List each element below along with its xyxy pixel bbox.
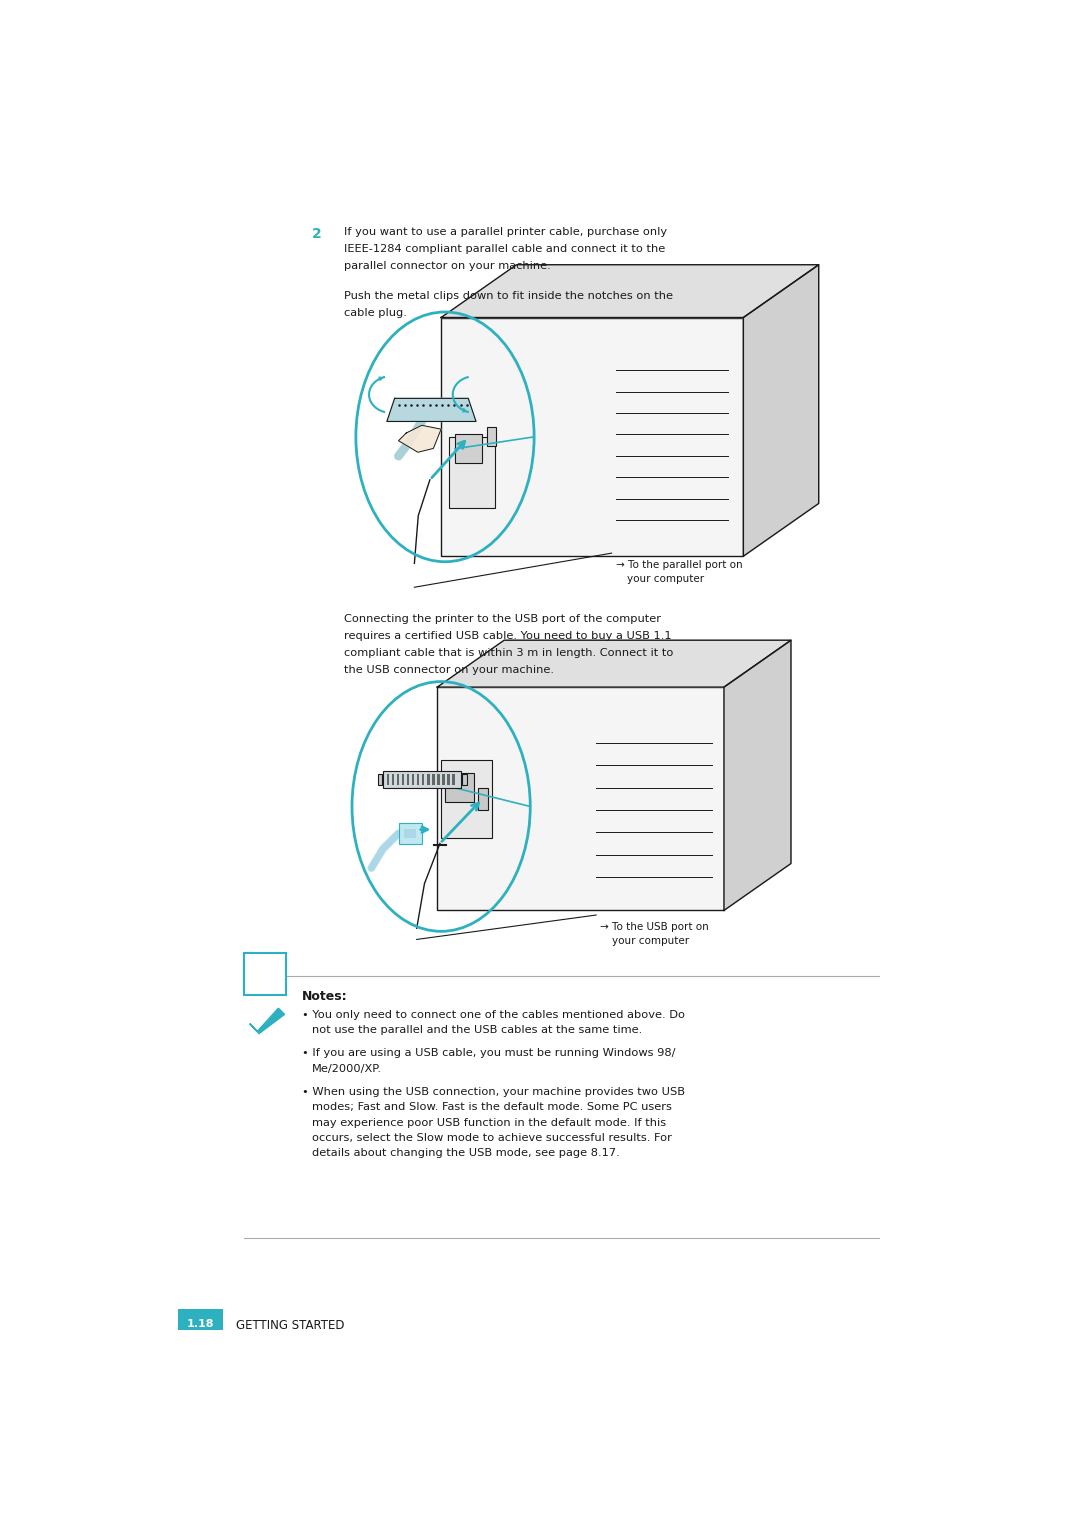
Text: 2: 2: [312, 227, 322, 242]
Text: IEEE-1284 compliant parallel cable and connect it to the: IEEE-1284 compliant parallel cable and c…: [345, 244, 665, 254]
Bar: [392, 774, 394, 786]
Bar: [387, 774, 389, 786]
Bar: [455, 434, 482, 463]
Text: • If you are using a USB cable, you must be running Windows 98/: • If you are using a USB cable, you must…: [301, 1048, 675, 1058]
Polygon shape: [399, 425, 441, 452]
Text: Notes:: Notes:: [301, 990, 348, 1002]
Text: • You only need to connect one of the cables mentioned above. Do: • You only need to connect one of the ca…: [301, 1010, 685, 1020]
Text: • When using the USB connection, your machine provides two USB: • When using the USB connection, your ma…: [301, 1087, 685, 1097]
Text: Connecting the printer to the USB port of the computer: Connecting the printer to the USB port o…: [345, 614, 661, 624]
Bar: [437, 774, 440, 786]
Bar: [397, 774, 400, 786]
Text: parallel connector on your machine.: parallel connector on your machine.: [345, 262, 551, 271]
Text: → To the parallel port on: → To the parallel port on: [616, 560, 742, 570]
Text: modes; Fast and Slow. Fast is the default mode. Some PC users: modes; Fast and Slow. Fast is the defaul…: [312, 1103, 672, 1112]
Polygon shape: [387, 399, 476, 422]
Bar: [487, 428, 496, 446]
Bar: [453, 774, 455, 786]
Text: 1.18: 1.18: [187, 1319, 214, 1330]
Bar: [447, 774, 449, 786]
Text: not use the parallel and the USB cables at the same time.: not use the parallel and the USB cables …: [312, 1025, 642, 1036]
Text: If you want to use a parallel printer cable, purchase only: If you want to use a parallel printer ca…: [345, 227, 667, 238]
Text: may experience poor USB function in the default mode. If this: may experience poor USB function in the …: [312, 1118, 666, 1127]
Polygon shape: [724, 640, 791, 911]
Polygon shape: [441, 265, 819, 317]
Bar: [462, 774, 467, 784]
Bar: [402, 774, 404, 786]
Bar: [417, 774, 419, 786]
Text: → To the USB port on: → To the USB port on: [600, 921, 708, 932]
Bar: [404, 829, 416, 838]
Bar: [449, 437, 496, 509]
Text: your computer: your computer: [627, 574, 704, 583]
Bar: [399, 822, 422, 844]
Bar: [432, 774, 434, 786]
Bar: [443, 774, 445, 786]
Bar: [437, 687, 724, 911]
Text: compliant cable that is within 3 m in length. Connect it to: compliant cable that is within 3 m in le…: [345, 647, 674, 658]
Text: requires a certified USB cable. You need to buy a USB 1.1: requires a certified USB cable. You need…: [345, 631, 672, 641]
Text: Push the metal clips down to fit inside the notches on the: Push the metal clips down to fit inside …: [345, 291, 673, 300]
Text: GETTING STARTED: GETTING STARTED: [235, 1319, 345, 1333]
Bar: [378, 774, 382, 784]
Bar: [445, 774, 474, 803]
Bar: [177, 1308, 222, 1330]
Bar: [422, 774, 424, 786]
Text: your computer: your computer: [611, 935, 689, 946]
Bar: [407, 774, 409, 786]
Bar: [477, 787, 488, 810]
Bar: [383, 771, 460, 787]
Bar: [413, 774, 415, 786]
Bar: [243, 953, 286, 995]
Polygon shape: [249, 1008, 284, 1034]
Text: the USB connector on your machine.: the USB connector on your machine.: [345, 664, 554, 675]
Bar: [428, 774, 430, 786]
Polygon shape: [437, 640, 791, 687]
Bar: [441, 760, 491, 838]
Text: occurs, select the Slow mode to achieve successful results. For: occurs, select the Slow mode to achieve …: [312, 1133, 672, 1142]
Text: details about changing the USB mode, see page 8.17.: details about changing the USB mode, see…: [312, 1148, 620, 1159]
Polygon shape: [743, 265, 819, 556]
Bar: [441, 317, 743, 556]
Text: cable plug.: cable plug.: [345, 308, 407, 317]
Text: Me/2000/XP.: Me/2000/XP.: [312, 1063, 381, 1074]
